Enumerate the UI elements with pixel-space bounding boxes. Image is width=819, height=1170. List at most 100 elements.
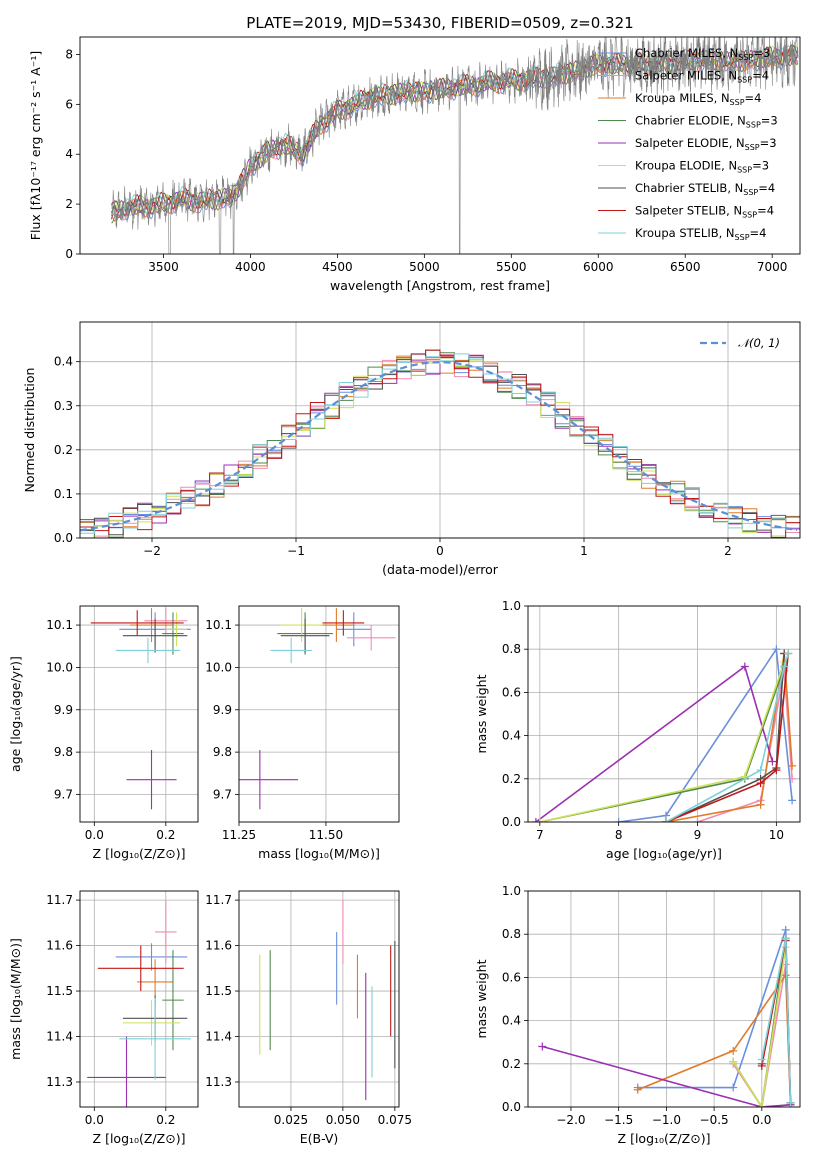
mass-weight-point bbox=[538, 1042, 547, 1051]
y-tick-label: 11.6 bbox=[205, 939, 232, 953]
x-tick-label: 5500 bbox=[496, 260, 527, 274]
z-massweight-panel: −2.0 −1.5 −1.0 −0.5 0.0 0.0 0.2 0.4 0.6 0.8 1.0 Z [… bbox=[474, 884, 801, 1146]
residual-histogram bbox=[80, 355, 800, 533]
y-tick-label: 11.7 bbox=[205, 893, 232, 907]
mass-weight-point bbox=[757, 1103, 766, 1107]
y-axis-label: mass [log₁₀(M/M⊙)] bbox=[8, 938, 23, 1060]
x-tick-label: −2.0 bbox=[556, 1113, 585, 1127]
y-tick-label: 11.6 bbox=[46, 939, 73, 953]
x-tick-label: −1.5 bbox=[604, 1113, 633, 1127]
y-axis-label: Normed distribution bbox=[22, 368, 37, 493]
y-tick-label: 0.4 bbox=[54, 355, 73, 369]
x-axis-label: age [log₁₀(age/yr)] bbox=[606, 846, 722, 861]
mass-weight-point bbox=[614, 818, 623, 822]
y-tick-label: 9.9 bbox=[54, 703, 73, 717]
x-axis-label: (data-model)/error bbox=[382, 562, 499, 577]
x-tick-label: 11.50 bbox=[309, 828, 343, 842]
y-tick-label: 0.0 bbox=[502, 815, 521, 829]
y-tick-label: 0.4 bbox=[502, 729, 521, 743]
y-tick-label: 9.7 bbox=[54, 787, 73, 801]
spectrum-panel: 3500 4000 4500 5000 5500 6000 6500 7000 0 2 4 6 8 wav… bbox=[28, 36, 801, 293]
y-tick-label: 6 bbox=[65, 97, 73, 111]
y-tick-label: 0.8 bbox=[502, 642, 521, 656]
mass-age-panel: 11.25 11.50 9.7 9.8 9.9 10.0 10.1 mass [log₁₀(M… bbox=[205, 605, 400, 861]
x-tick-label: −2 bbox=[143, 544, 161, 558]
y-tick-label: 11.5 bbox=[205, 984, 232, 998]
mass-weight-point bbox=[781, 971, 790, 980]
mass-weight-point bbox=[756, 779, 765, 788]
mass-weight-point bbox=[788, 761, 797, 770]
mass-weight-line bbox=[539, 661, 785, 822]
x-tick-label: 6500 bbox=[670, 260, 701, 274]
mass-weight-line bbox=[665, 653, 793, 822]
mass-weight-line bbox=[732, 938, 787, 1107]
x-tick-label: 0.0 bbox=[752, 1113, 771, 1127]
y-tick-label: 9.7 bbox=[213, 787, 232, 801]
mass-weight-point bbox=[788, 774, 797, 783]
mass-weight-line bbox=[539, 666, 785, 822]
y-tick-label: 11.5 bbox=[46, 984, 73, 998]
y-tick-label: 0 bbox=[65, 247, 73, 261]
x-tick-label: 0.0 bbox=[85, 1113, 104, 1127]
axes-frame bbox=[79, 36, 801, 255]
mass-weight-point bbox=[729, 1083, 738, 1092]
mass-weight-point bbox=[786, 1098, 795, 1107]
legend-label: Chabrier MILES, NSSP=3 bbox=[635, 46, 770, 62]
x-axis-label: E(B-V) bbox=[300, 1131, 339, 1146]
x-tick-label: 0.050 bbox=[326, 1113, 360, 1127]
y-tick-label: 0.2 bbox=[502, 772, 521, 786]
x-axis-label: Z [log₁₀(Z/Z⊙)] bbox=[93, 846, 186, 861]
x-tick-label: 4000 bbox=[235, 260, 266, 274]
x-tick-label: 4500 bbox=[322, 260, 353, 274]
mass-weight-point bbox=[784, 649, 793, 658]
legend-label: Salpeter MILES, NSSP=4 bbox=[635, 69, 769, 85]
y-tick-label: 10.1 bbox=[205, 618, 232, 632]
legend-label: Salpeter STELIB, NSSP=4 bbox=[635, 204, 774, 220]
mass-weight-point bbox=[531, 818, 540, 822]
residuals-panel: −2 −1 0 1 2 0.0 0.1 0.2 0.3 0.4 (data-model)/error… bbox=[22, 321, 801, 577]
legend-label: Chabrier ELODIE, NSSP=3 bbox=[635, 114, 778, 130]
mass-weight-point bbox=[740, 662, 749, 671]
mass-weight-point bbox=[756, 766, 765, 775]
y-axis-label: Flux [fλ10⁻¹⁷ erg cm⁻² s⁻¹ A⁻¹] bbox=[28, 51, 43, 240]
mass-weight-point bbox=[772, 766, 781, 775]
mass-weight-line bbox=[665, 653, 789, 822]
axes-frame bbox=[79, 890, 199, 1108]
age-massweight-panel: 7 8 9 10 0.0 0.2 0.4 0.6 0.8 1.0 age [log₁₀(age/yr… bbox=[474, 599, 801, 861]
x-axis-label: Z [log₁₀(Z/Z⊙)] bbox=[618, 1131, 711, 1146]
mass-weight-line bbox=[542, 1045, 791, 1107]
axes-frame bbox=[238, 890, 400, 1108]
y-axis-label: mass weight bbox=[474, 959, 489, 1038]
mass-weight-point bbox=[772, 645, 781, 654]
figure-title: PLATE=2019, MJD=53430, FIBERID=0509, z=0… bbox=[246, 14, 633, 32]
x-tick-label: 0.0 bbox=[85, 828, 104, 842]
y-tick-label: 11.4 bbox=[205, 1030, 232, 1044]
mass-weight-point bbox=[756, 800, 765, 809]
x-tick-label: 8 bbox=[615, 828, 623, 842]
mass-weight-point bbox=[780, 662, 789, 671]
y-tick-label: 10.0 bbox=[205, 660, 232, 674]
x-tick-label: 5000 bbox=[409, 260, 440, 274]
y-tick-label: 0.1 bbox=[54, 487, 73, 501]
y-tick-label: 10.1 bbox=[46, 618, 73, 632]
y-tick-label: 9.8 bbox=[54, 745, 73, 759]
mass-weight-point bbox=[729, 1057, 738, 1066]
y-tick-label: 11.7 bbox=[46, 893, 73, 907]
axes-frame bbox=[238, 605, 400, 823]
x-tick-label: 7 bbox=[536, 828, 544, 842]
y-tick-label: 11.3 bbox=[46, 1075, 73, 1089]
legend-label: Chabrier STELIB, NSSP=4 bbox=[635, 181, 775, 197]
mass-weight-point bbox=[633, 1085, 642, 1094]
mass-weight-point bbox=[781, 925, 790, 934]
axes-frame bbox=[527, 890, 801, 1108]
y-tick-label: 0.6 bbox=[502, 685, 521, 699]
axes-frame bbox=[79, 605, 199, 823]
y-tick-label: 0.2 bbox=[54, 443, 73, 457]
x-tick-label: 0.2 bbox=[156, 1113, 175, 1127]
y-tick-label: 0.8 bbox=[502, 927, 521, 941]
x-axis-label: Z [log₁₀(Z/Z⊙)] bbox=[93, 1131, 186, 1146]
legend-label: 𝒩(0, 1) bbox=[738, 336, 780, 350]
observed-spectrum-line bbox=[111, 37, 799, 254]
mass-weight-point bbox=[757, 1055, 766, 1064]
z-age-panel: 0.0 0.2 9.7 9.8 9.9 10.0 10.1 Z [log₁₀(Z/Z⊙)] ag… bbox=[8, 605, 199, 861]
